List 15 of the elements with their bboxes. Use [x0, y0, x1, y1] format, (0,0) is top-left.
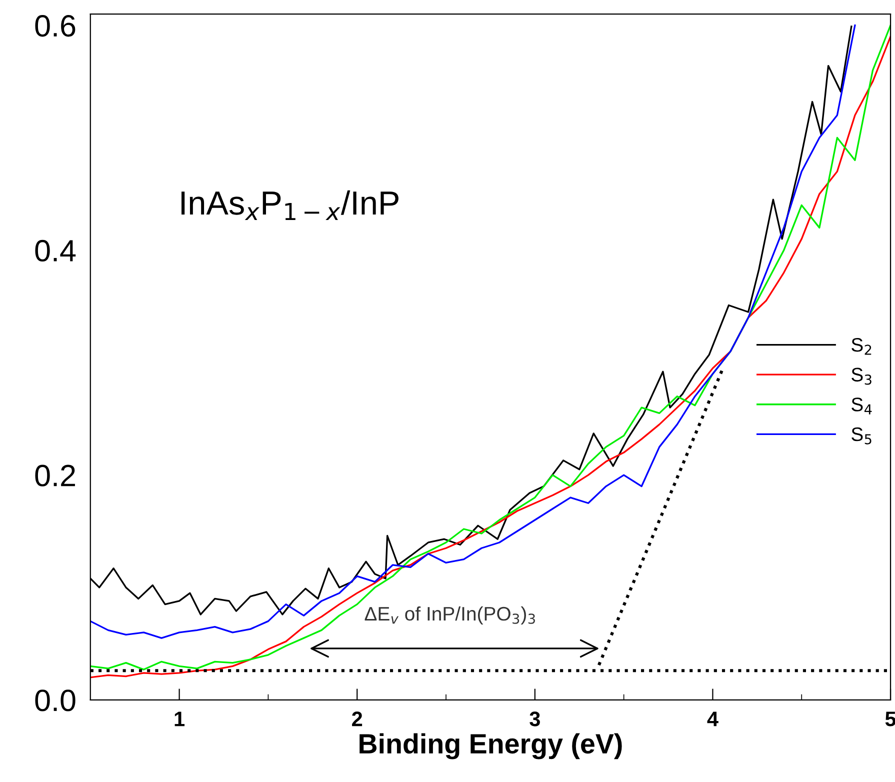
legend-label: S$_{3}$ [852, 368, 872, 385]
legend-label: S$_{5}$ [852, 427, 872, 444]
legend-label: S$_{4}$ [852, 398, 872, 414]
y-tick-label: 0.4 [35, 240, 76, 262]
x-axis-title: Binding Energy (eV) [360, 733, 622, 760]
x-tick-label: 1 [174, 712, 185, 726]
y-tick-label: 0.6 [35, 15, 76, 37]
x-tick-label: 3 [530, 712, 540, 726]
x-tick-label: 4 [707, 712, 718, 726]
y-tick-label: 0.0 [35, 690, 76, 712]
y-tick-label: 0.2 [35, 464, 75, 486]
legend-label: S$_{2}$ [852, 338, 872, 355]
annotation: InAs$_{x}$P$_{1−x}$/InP [181, 190, 398, 220]
x-tick-label: 2 [352, 712, 362, 726]
annotation: ΔE$_{v}$ of InP/In(PO$_{3}$)$_{3}$ [364, 606, 535, 625]
